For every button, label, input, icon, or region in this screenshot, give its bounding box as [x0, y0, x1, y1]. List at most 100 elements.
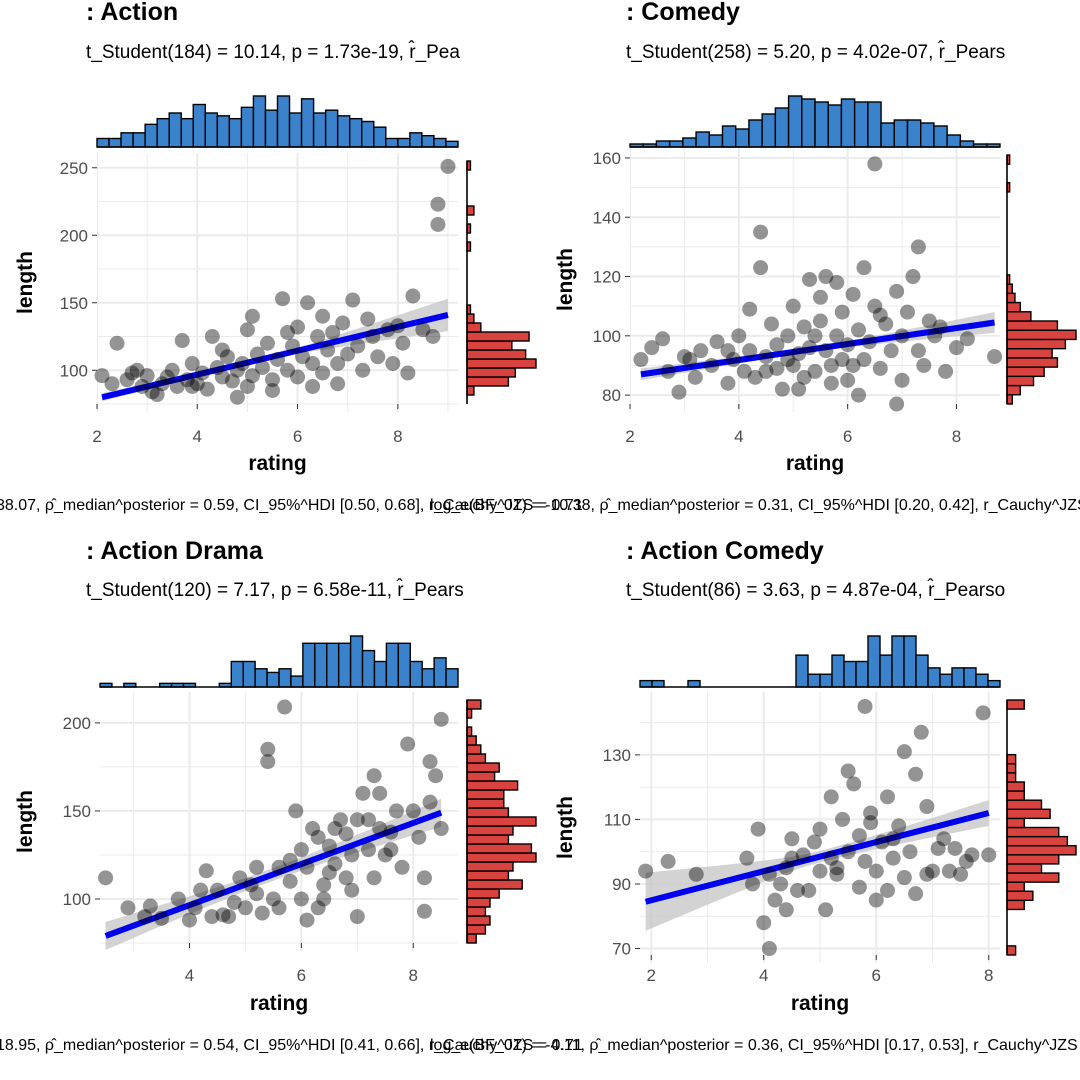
right-hist-bar	[466, 825, 514, 836]
top-hist-bar	[946, 134, 962, 148]
data-point	[916, 357, 932, 373]
panel-2: : Comedy t_Student(258) = 5.20, p = 4.02e…	[430, 0, 1080, 514]
right-hist-bar	[1006, 890, 1034, 902]
data-point	[254, 905, 270, 921]
top-hist-bar	[445, 668, 459, 688]
data-point	[349, 812, 365, 828]
right-hist-bar	[1006, 808, 1051, 820]
data-point	[791, 381, 807, 397]
top-hist-bar	[761, 113, 777, 148]
right-histogram	[1006, 699, 1077, 956]
data-point	[840, 844, 856, 860]
top-hist-bar	[959, 140, 975, 148]
data-point	[204, 329, 220, 344]
data-point	[753, 260, 769, 276]
data-point	[742, 301, 758, 317]
right-hist-bar	[466, 906, 487, 917]
top-hist-bar	[264, 109, 279, 148]
data-point	[320, 342, 336, 358]
data-point	[254, 360, 270, 376]
data-point	[383, 824, 399, 840]
panel-subtitle: t_Student(120) = 7.17, p = 6.58e-11, r̂_…	[86, 578, 464, 601]
data-point	[184, 378, 200, 394]
data-point	[290, 319, 306, 335]
data-point	[355, 785, 371, 801]
right-hist-bar	[466, 771, 496, 782]
top-hist-bar	[409, 132, 423, 148]
right-hist-bar	[1006, 854, 1060, 865]
top-hist-bar	[108, 137, 122, 148]
data-point	[335, 315, 351, 331]
data-point	[338, 826, 354, 842]
data-point	[812, 863, 828, 879]
data-point	[818, 269, 834, 285]
data-point	[259, 335, 275, 351]
top-hist-bar	[855, 660, 869, 688]
y-tick-label: 70	[612, 940, 631, 959]
data-point	[293, 842, 309, 858]
data-point	[885, 831, 901, 847]
top-hist-bar	[906, 119, 922, 148]
top-hist-bar	[795, 654, 809, 688]
regression-line	[101, 311, 449, 401]
data-point	[774, 381, 790, 397]
y-axis-label: length	[14, 790, 37, 853]
right-hist-bar	[466, 861, 514, 872]
data-point	[260, 754, 276, 770]
top-hist-bar	[302, 642, 316, 688]
data-point	[930, 840, 946, 856]
x-tick-label: 4	[759, 966, 768, 985]
data-point	[349, 909, 365, 925]
data-point	[440, 158, 456, 174]
right-hist-bar	[466, 798, 505, 809]
right-hist-bar	[1006, 366, 1045, 378]
data-point	[851, 322, 867, 338]
data-point	[747, 369, 763, 385]
top-hist-bar	[204, 112, 219, 148]
panel-4: : Action Comedy t_Student(86) = 3.63, p =…	[430, 537, 1080, 1054]
data-point	[921, 313, 937, 329]
top-hist-bar	[312, 112, 327, 148]
x-tick-label: 8	[952, 427, 961, 446]
data-point	[184, 356, 200, 371]
top-hist-bar	[276, 95, 291, 148]
data-point	[671, 384, 687, 400]
right-hist-bar	[1006, 375, 1035, 387]
data-point	[964, 847, 980, 863]
data-point	[796, 369, 812, 385]
data-point	[249, 859, 265, 875]
y-tick-label: 140	[593, 208, 621, 227]
right-hist-bar	[466, 367, 516, 378]
data-point	[433, 821, 449, 837]
top-hist-bar	[708, 134, 724, 148]
y-axis-label: length	[554, 796, 577, 859]
data-point	[280, 324, 296, 340]
right-hist-bar	[1006, 763, 1017, 774]
data-point	[856, 260, 872, 276]
data-point	[835, 811, 850, 827]
data-point	[910, 239, 926, 255]
panel-caption: log_e(BF_01) = -4.11, ρ̂_median^posterio…	[430, 1037, 1080, 1054]
data-point	[736, 363, 752, 379]
data-point	[812, 289, 828, 305]
top-hist-bar	[891, 635, 905, 688]
x-tick-label: 8	[409, 966, 418, 985]
data-point	[290, 369, 306, 385]
right-hist-bar	[1006, 329, 1077, 341]
top-hist-bar	[156, 117, 170, 148]
top-hist-bar	[144, 123, 158, 148]
data-point	[908, 886, 924, 902]
data-point	[807, 363, 823, 379]
data-point	[927, 328, 943, 344]
y-tick-label: 90	[612, 875, 631, 894]
data-point	[807, 328, 823, 344]
data-point	[725, 352, 741, 368]
data-point	[340, 346, 356, 362]
x-axis-label: rating	[791, 992, 849, 1015]
top-hist-bar	[819, 673, 833, 688]
data-point	[299, 859, 315, 875]
data-point	[889, 396, 905, 412]
data-point	[763, 316, 779, 332]
data-point	[790, 882, 805, 898]
top-hist-bar	[893, 119, 909, 148]
